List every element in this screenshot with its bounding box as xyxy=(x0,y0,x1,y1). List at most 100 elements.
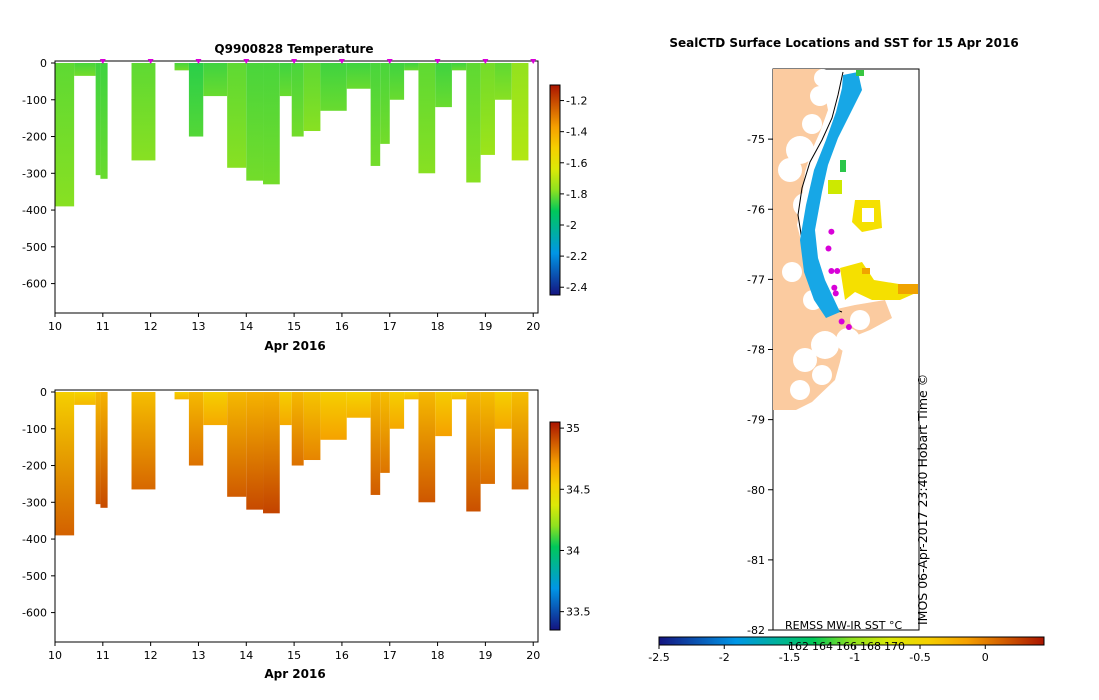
profile-bar xyxy=(100,63,108,179)
profile-bar xyxy=(494,392,512,429)
profile-bar xyxy=(370,63,381,166)
profile-bar xyxy=(389,63,405,100)
x-tick-label: 12 xyxy=(144,320,158,333)
colorbar-tick-label: -2 xyxy=(719,651,730,664)
profile-bar xyxy=(291,63,304,137)
profile-bar xyxy=(263,392,280,514)
x-tick-label: 11 xyxy=(96,649,110,662)
x-tick-label: 14 xyxy=(239,320,253,333)
surface-marker xyxy=(243,59,250,64)
y-axis: 0 -100 -200 -300 -400 -500 -600 xyxy=(22,57,55,291)
y-tick-label: -600 xyxy=(22,607,47,620)
profile-bar xyxy=(346,392,371,418)
profile-bar xyxy=(279,392,292,426)
profile-bar xyxy=(320,392,347,440)
lon-tick-label: 170 xyxy=(884,640,905,653)
profile-bar xyxy=(320,63,347,111)
profile-bar xyxy=(227,392,247,497)
profile-bar xyxy=(188,392,204,466)
colorbar-tick-label: -2.2 xyxy=(566,250,587,263)
x-tick-label: 17 xyxy=(383,649,397,662)
x-tick-label: 19 xyxy=(478,649,492,662)
colorbar-tick-label: -1.5 xyxy=(779,651,800,664)
x-axis: 10 11 12 13 14 15 16 17 18 19 20 xyxy=(48,313,540,333)
x-tick-label: 13 xyxy=(191,649,205,662)
colorbar-gradient xyxy=(658,636,1045,646)
profile-bar xyxy=(74,392,96,405)
colorbar-tick-label: -0.5 xyxy=(909,651,930,664)
surface-location xyxy=(834,267,841,274)
colorbar: 35 34.5 34 33.5 xyxy=(549,421,591,631)
x-tick-label: 18 xyxy=(431,649,445,662)
colorbar-tick-label: -1.8 xyxy=(566,188,587,201)
plot-area xyxy=(54,59,539,314)
x-tick-label: 18 xyxy=(431,320,445,333)
surface-marker xyxy=(338,59,345,64)
profile-bar xyxy=(466,63,481,183)
profile-bar xyxy=(494,63,512,100)
profile-bar xyxy=(227,63,247,168)
profile-bar xyxy=(346,63,371,89)
profile-bar xyxy=(174,392,189,400)
surface-location xyxy=(832,290,839,297)
y-tick-label: -100 xyxy=(22,94,47,107)
profile-bar xyxy=(435,392,452,437)
lat-tick-label: -77 xyxy=(747,273,765,286)
colorbar-tick-label: 0 xyxy=(982,651,989,664)
y-tick-label: 0 xyxy=(40,386,47,399)
colorbar-tick-label: -1 xyxy=(849,651,860,664)
surface-location xyxy=(825,245,832,252)
surface-location xyxy=(845,324,852,331)
colorbar-tick-label: 34.5 xyxy=(566,483,591,496)
profile-bar xyxy=(404,63,419,71)
surface-marker xyxy=(99,59,106,64)
colorbar-tick-label: -2.4 xyxy=(566,281,587,294)
lat-tick-label: -80 xyxy=(747,484,765,497)
surface-marker xyxy=(291,59,298,64)
profile-bar xyxy=(55,392,75,536)
lon-tick-label: 168 xyxy=(860,640,881,653)
surface-location xyxy=(838,318,845,325)
watermark: IMOS 06-Apr-2017 23:40 Hobart Time © xyxy=(915,374,930,625)
colorbar: -1.2 -1.4 -1.6 -1.8 -2 -2.2 -2.4 xyxy=(549,84,587,296)
y-tick-label: -400 xyxy=(22,533,47,546)
lat-tick-label: -76 xyxy=(747,203,765,216)
surface-location xyxy=(828,267,835,274)
profile-bar xyxy=(451,392,467,400)
profile-bar xyxy=(389,392,405,429)
profile-bar xyxy=(404,392,419,400)
x-tick-label: 13 xyxy=(191,320,205,333)
surface-location xyxy=(831,284,838,291)
profile-bar xyxy=(480,392,495,484)
profile-bar xyxy=(511,63,529,161)
y-tick-label: -200 xyxy=(22,460,47,473)
colorbar-label: REMSS MW-IR SST °C xyxy=(785,619,903,632)
lon-tick-label: 164 xyxy=(812,640,833,653)
surface-marker xyxy=(147,59,154,64)
colorbar-tick-label: -1.4 xyxy=(566,126,587,139)
y-tick-label: -300 xyxy=(22,496,47,509)
x-tick-label: 15 xyxy=(287,649,301,662)
x-tick-label: 16 xyxy=(335,320,349,333)
profile-bar xyxy=(55,63,75,207)
y-tick-label: -200 xyxy=(22,131,47,144)
surface-marker xyxy=(386,59,393,64)
chart-title: Q9900828 Temperature xyxy=(214,42,373,56)
profile-bar xyxy=(263,63,280,185)
profile-bar xyxy=(246,63,264,181)
profile-bar xyxy=(418,392,436,503)
lat-axis: -75 -76 -77 -78 -79 -80 -81 -82 xyxy=(747,133,773,637)
x-tick-label: 11 xyxy=(96,320,110,333)
salinity-chart: 0 -100 -200 -300 -400 -500 -600 10 11 12 13 14 15 16… xyxy=(22,386,591,681)
profile-bar xyxy=(203,63,228,97)
x-tick-label: 17 xyxy=(383,320,397,333)
profile-bar xyxy=(203,392,228,426)
profile-bar xyxy=(291,392,304,466)
surface-marker xyxy=(434,59,441,64)
x-axis-label: Apr 2016 xyxy=(264,667,325,681)
x-tick-label: 14 xyxy=(239,649,253,662)
x-axis-label: Apr 2016 xyxy=(264,339,325,353)
surface-marker xyxy=(530,59,537,64)
sst-field xyxy=(800,70,918,318)
profile-bar xyxy=(418,63,436,174)
